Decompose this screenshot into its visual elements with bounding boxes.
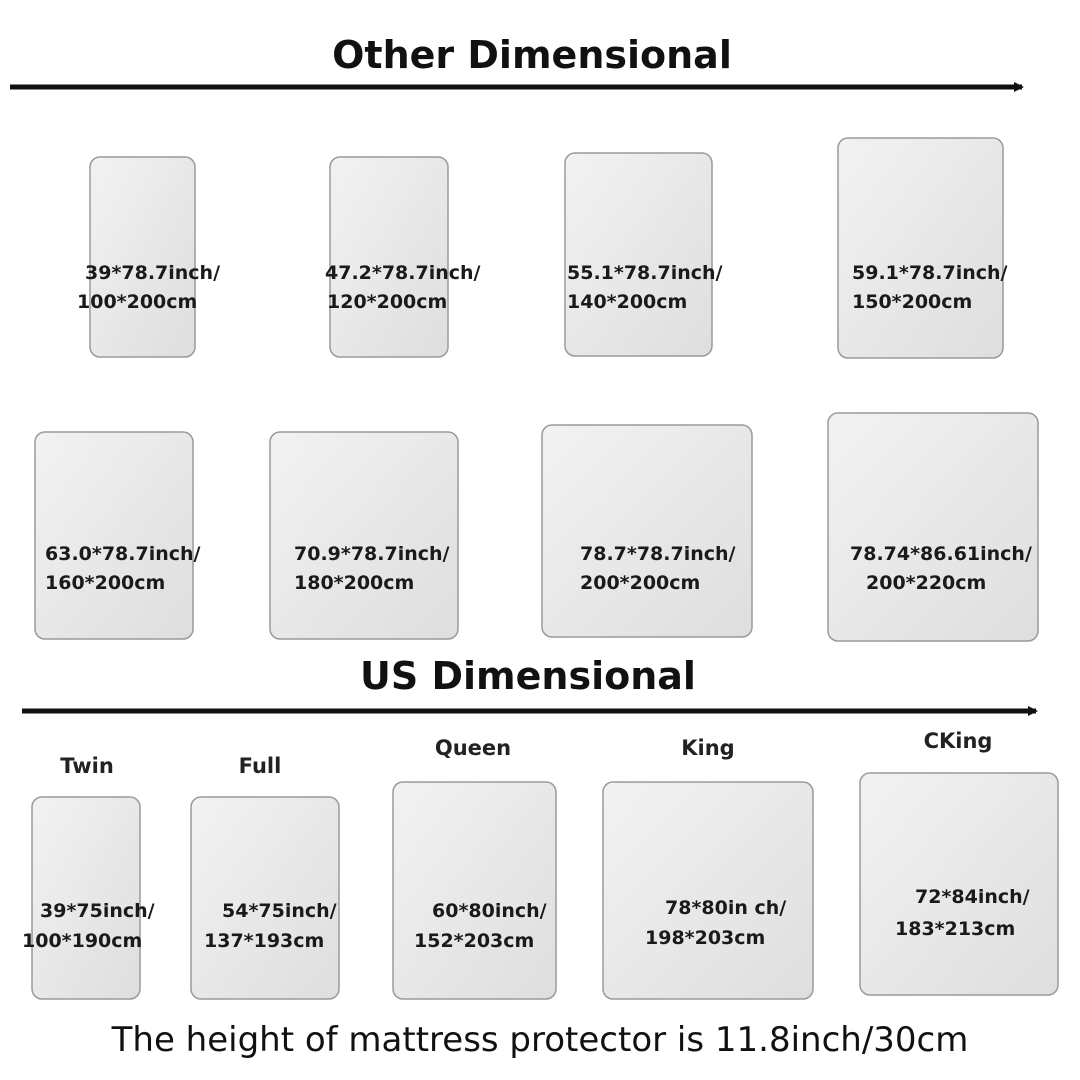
footer-note: The height of mattress protector is 11.8… [111,1020,969,1060]
mattress-shape [859,772,1059,996]
size-inch: 78*80in ch/ [665,897,786,919]
size-label: King [681,736,734,760]
size-cm: 120*200cm [327,291,447,313]
size-cm: 198*203cm [645,927,765,949]
size-inch: 54*75inch/ [222,900,337,922]
mattress-shape [827,412,1039,642]
size-cm: 200*220cm [866,572,986,594]
size-inch: 59.1*78.7inch/ [852,262,1008,284]
size-cm: 180*200cm [294,572,414,594]
size-label: Queen [435,736,511,760]
mattress-shape [269,431,459,640]
mattress-shape [392,781,557,1000]
size-inch: 72*84inch/ [915,886,1030,908]
size-inch: 78.74*86.61inch/ [850,543,1032,565]
size-inch: 47.2*78.7inch/ [325,262,481,284]
section-title: Other Dimensional [332,33,732,77]
size-cm: 160*200cm [45,572,165,594]
mattress-shape [541,424,753,638]
size-cm: 137*193cm [204,930,324,952]
mattress-shape [837,137,1004,359]
mattress-shape [564,152,713,357]
size-inch: 55.1*78.7inch/ [567,262,723,284]
size-cm: 152*203cm [414,930,534,952]
size-label: CKing [924,729,993,753]
size-cm: 100*190cm [22,930,142,952]
size-inch: 60*80inch/ [432,900,547,922]
size-cm: 150*200cm [852,291,972,313]
section-title: US Dimensional [360,654,696,698]
mattress-shape [34,431,194,640]
size-label: Full [239,754,282,778]
size-cm: 140*200cm [567,291,687,313]
size-cm: 183*213cm [895,918,1015,940]
mattress-shape [329,156,449,358]
mattress-shape [602,781,814,1000]
mattress-shape [31,796,141,1000]
size-inch: 78.7*78.7inch/ [580,543,736,565]
size-cm: 200*200cm [580,572,700,594]
size-inch: 63.0*78.7inch/ [45,543,201,565]
size-inch: 70.9*78.7inch/ [294,543,450,565]
mattress-shape [89,156,196,358]
size-inch: 39*75inch/ [40,900,155,922]
size-cm: 100*200cm [77,291,197,313]
size-label: Twin [60,754,114,778]
mattress-shape [190,796,340,1000]
size-inch: 39*78.7inch/ [85,262,220,284]
